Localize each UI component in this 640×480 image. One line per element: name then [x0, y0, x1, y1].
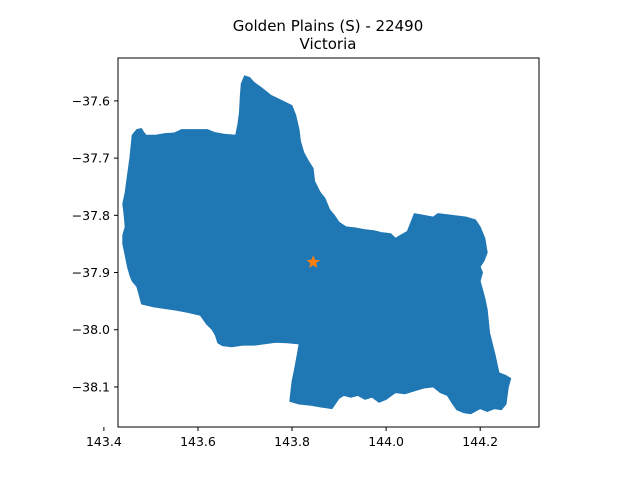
x-tick-label: 144.2 — [462, 434, 498, 449]
x-tick-label: 143.6 — [180, 434, 216, 449]
map-title: Golden Plains (S) - 22490 — [233, 17, 424, 35]
y-tick-label: −37.7 — [72, 151, 110, 166]
x-tick-label: 143.4 — [86, 434, 122, 449]
y-tick-label: −37.9 — [72, 265, 110, 280]
region-polygon — [122, 75, 512, 415]
axes-frame — [117, 57, 540, 428]
x-tick-label: 143.8 — [274, 434, 310, 449]
y-axis: −37.6 −37.7 −37.8 −37.9 −38.0 −38.1 — [72, 93, 118, 394]
marker-layer — [306, 255, 320, 268]
y-tick-label: −37.8 — [72, 208, 110, 223]
x-tick-label: 144.0 — [368, 434, 404, 449]
y-tick-label: −37.6 — [72, 93, 110, 108]
y-tick-label: −38.1 — [72, 379, 110, 394]
map-subtitle: Victoria — [300, 35, 357, 53]
plot-area — [117, 57, 540, 428]
x-axis: 143.4 143.6 143.8 144.0 144.2 — [86, 427, 498, 449]
location-star-marker — [306, 255, 320, 268]
y-tick-label: −38.0 — [72, 322, 110, 337]
